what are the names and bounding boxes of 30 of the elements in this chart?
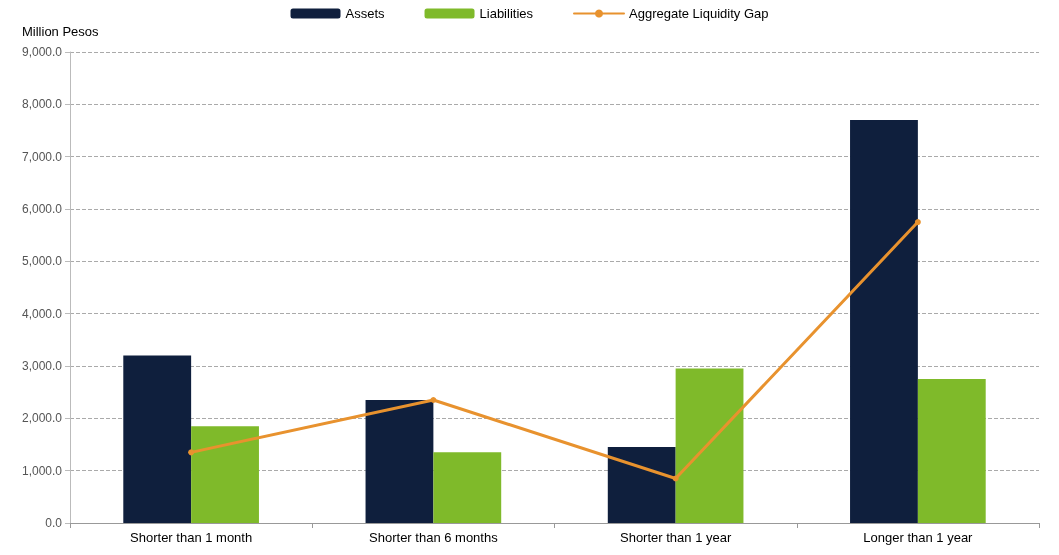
x-tick-label: Longer than 1 year <box>863 530 974 545</box>
bar <box>850 120 918 523</box>
x-tick-label: Shorter than 1 year <box>619 530 732 545</box>
legend-label: Liabilities <box>479 6 534 21</box>
bar <box>191 426 259 523</box>
bar <box>675 368 744 523</box>
y-tick-label: 1,000.0 <box>21 463 63 478</box>
x-tick-label: Shorter than 6 months <box>369 530 499 545</box>
point <box>914 219 921 226</box>
point <box>188 449 195 456</box>
y-tick-label: 6,000.0 <box>21 202 63 216</box>
y-tick-label: 3,000.0 <box>21 359 63 373</box>
bar <box>123 355 192 523</box>
x-tick-label: Shorter than 1 month <box>130 530 253 545</box>
bar <box>433 452 502 523</box>
legend-label: Assets <box>345 6 386 21</box>
point <box>430 397 437 404</box>
y-tick-label: 2,000.0 <box>21 411 63 426</box>
y-axis-title: Million Pesos <box>22 24 100 39</box>
legend-label: Aggregate Liquidity Gap <box>629 6 769 21</box>
y-tick-label: 4,000.0 <box>21 306 63 321</box>
point <box>672 475 679 482</box>
bar <box>365 400 434 523</box>
y-tick-label: 8,000.0 <box>21 97 63 112</box>
y-tick-label: 5,000.0 <box>21 254 63 269</box>
bar <box>917 379 986 523</box>
y-tick-label: 7,000.0 <box>21 149 63 164</box>
bar <box>607 447 676 523</box>
y-tick-label: 0.0 <box>45 516 63 530</box>
y-tick-label: 9,000.0 <box>21 45 63 59</box>
